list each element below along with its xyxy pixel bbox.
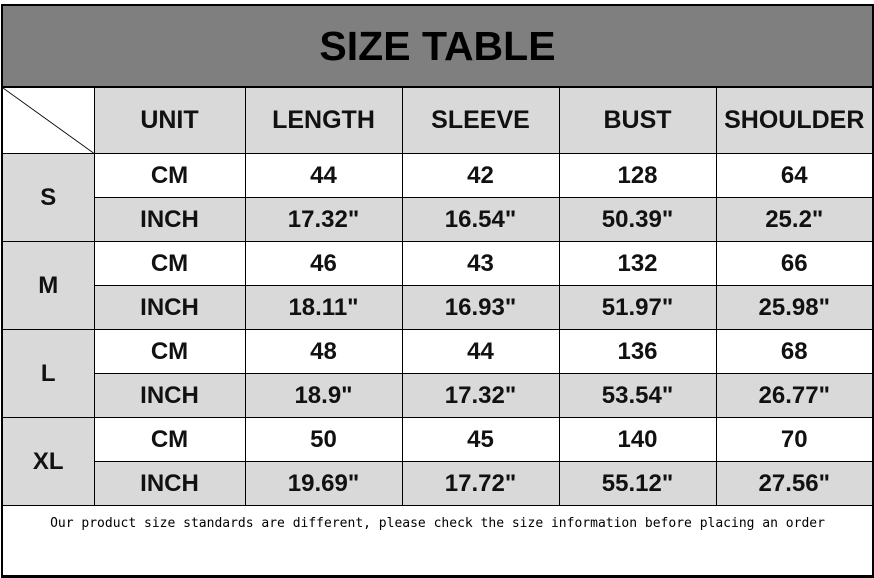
cell-unit: INCH	[94, 197, 246, 242]
table-row: L CM 48 44 136 68	[3, 329, 872, 418]
cell-length: 18.9"	[244, 373, 403, 418]
cell-unit: INCH	[94, 285, 246, 330]
cell-length: 18.11"	[244, 285, 403, 330]
size-label: S	[3, 153, 95, 242]
table-row: XL CM 50 45 140 70	[3, 417, 872, 506]
cell-shoulder: 64	[715, 153, 872, 198]
size-label: XL	[3, 417, 95, 506]
cell-shoulder: 68	[715, 329, 872, 374]
cell-shoulder: 25.98"	[715, 285, 872, 330]
cell-shoulder: 70	[715, 417, 872, 462]
size-label: M	[3, 241, 95, 330]
header-bust: BUST	[558, 87, 717, 154]
header-row: UNIT LENGTH SLEEVE BUST SHOULDER	[3, 87, 872, 154]
cell-unit: INCH	[94, 373, 246, 418]
cell-sleeve: 16.54"	[401, 197, 560, 242]
cell-shoulder: 25.2"	[715, 197, 872, 242]
cell-sleeve: 17.72"	[401, 461, 560, 506]
table-title: SIZE TABLE	[3, 6, 872, 87]
cell-length: 46	[244, 241, 403, 286]
cell-length: 17.32"	[244, 197, 403, 242]
cell-sleeve: 45	[401, 417, 560, 462]
diagonal-corner-cell	[3, 87, 95, 154]
cell-bust: 53.54"	[558, 373, 717, 418]
cell-length: 50	[244, 417, 403, 462]
cell-sleeve: 44	[401, 329, 560, 374]
cell-bust: 128	[558, 153, 717, 198]
table-row: INCH 18.11" 16.93" 51.97" 25.98"	[3, 285, 872, 330]
cell-shoulder: 26.77"	[715, 373, 872, 418]
cell-sleeve: 16.93"	[401, 285, 560, 330]
size-label: L	[3, 329, 95, 418]
cell-length: 48	[244, 329, 403, 374]
cell-sleeve: 43	[401, 241, 560, 286]
size-note: Our product size standards are different…	[50, 516, 825, 531]
table-row: INCH 19.69" 17.72" 55.12" 27.56"	[3, 461, 872, 506]
table-row: INCH 17.32" 16.54" 50.39" 25.2"	[3, 197, 872, 242]
table-row: INCH 18.9" 17.32" 53.54" 26.77"	[3, 373, 872, 418]
cell-shoulder: 66	[715, 241, 872, 286]
cell-bust: 140	[558, 417, 717, 462]
cell-unit: CM	[93, 329, 246, 374]
cell-unit: CM	[93, 241, 246, 286]
table-row: M CM 46 43 132 66	[3, 241, 872, 330]
cell-sleeve: 17.32"	[401, 373, 560, 418]
cell-bust: 132	[558, 241, 717, 286]
cell-bust: 50.39"	[558, 197, 717, 242]
cell-bust: 51.97"	[558, 285, 717, 330]
size-table-frame: SIZE TABLE UNIT LENGTH SLEEVE BUST SHOUL…	[1, 4, 874, 578]
header-unit: UNIT	[93, 87, 246, 154]
header-sleeve: SLEEVE	[401, 87, 560, 154]
cell-unit: CM	[93, 417, 246, 462]
cell-unit: INCH	[94, 461, 246, 506]
cell-unit: CM	[93, 153, 246, 198]
cell-length: 19.69"	[244, 461, 403, 506]
table-row: S CM 44 42 128 64	[3, 153, 872, 242]
cell-bust: 55.12"	[558, 461, 717, 506]
cell-shoulder: 27.56"	[715, 461, 872, 506]
size-table: UNIT LENGTH SLEEVE BUST SHOULDER S CM 44 42…	[3, 87, 872, 506]
cell-bust: 136	[558, 329, 717, 374]
cell-sleeve: 42	[401, 153, 560, 198]
cell-length: 44	[244, 153, 403, 198]
header-length: LENGTH	[244, 87, 403, 154]
header-shoulder: SHOULDER	[715, 87, 872, 154]
